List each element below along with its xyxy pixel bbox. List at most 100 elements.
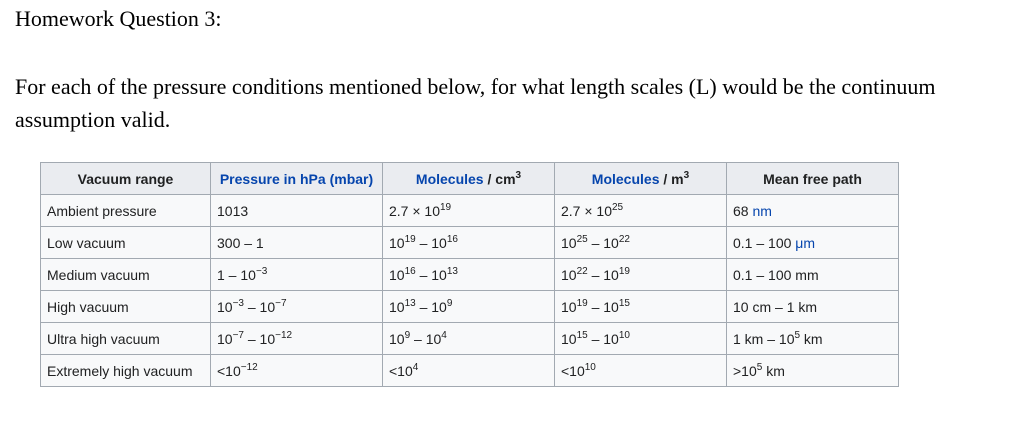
table-cell: >105 km xyxy=(726,354,899,387)
link-text[interactable]: nm xyxy=(752,202,772,219)
column-header: Pressure in hPa (mbar) xyxy=(210,162,383,195)
superscript: 25 xyxy=(576,233,588,245)
superscript: 19 xyxy=(404,233,416,245)
superscript: 9 xyxy=(446,297,453,309)
cell-text: 10 xyxy=(561,234,577,251)
superscript: −12 xyxy=(240,361,258,373)
question-text: For each of the pressure conditions ment… xyxy=(15,74,936,132)
superscript: 4 xyxy=(441,329,447,341)
table-row: Ambient pressure 1013 2.7 × 1019 2.7 × 1025… xyxy=(40,194,899,227)
superscript: 22 xyxy=(618,233,630,245)
table-cell: Medium vacuum xyxy=(40,258,211,291)
cell-text: <10 xyxy=(561,362,585,379)
superscript: 22 xyxy=(576,265,588,277)
table-cell: Low vacuum xyxy=(40,226,211,259)
cell-text: 10 xyxy=(389,234,405,251)
cell-text: 10 xyxy=(217,298,233,315)
superscript: 5 xyxy=(794,329,801,341)
cell-text: – 10 xyxy=(587,330,619,347)
cell-text: Low vacuum xyxy=(47,234,126,251)
cell-text: 10 xyxy=(389,298,405,315)
cell-text: – 10 xyxy=(415,234,447,251)
cell-text: – 10 xyxy=(415,266,447,283)
table-cell: <1010 xyxy=(554,354,727,387)
link-text[interactable]: μm xyxy=(795,234,816,251)
cell-text: 0.1 – 100 mm xyxy=(733,266,819,283)
table-cell: 109 – 104 xyxy=(382,322,555,355)
table-cell: 68 nm xyxy=(726,194,899,227)
table-cell: 1019 – 1016 xyxy=(382,226,555,259)
superscript: 19 xyxy=(440,201,452,213)
cell-text: – 10 xyxy=(587,266,619,283)
superscript: 15 xyxy=(618,297,630,309)
superscript: 13 xyxy=(404,297,416,309)
table-cell: 1 km – 105 km xyxy=(726,322,899,355)
table-cell: 10−3 – 10−7 xyxy=(210,290,383,323)
link-text[interactable]: hPa xyxy=(300,170,326,187)
homework-title: Homework Question 3: xyxy=(15,6,222,31)
cell-text: 1 – 10 xyxy=(217,266,256,283)
cell-text: 10 xyxy=(561,330,577,347)
column-header: Molecules / m3 xyxy=(554,162,727,195)
superscript: 3 xyxy=(683,169,690,181)
cell-text: / m xyxy=(659,170,684,187)
table-cell: <104 xyxy=(382,354,555,387)
table-cell: High vacuum xyxy=(40,290,211,323)
table-row: High vacuum 10−3 – 10−7 1013 – 109 1019 – 1… xyxy=(40,290,899,323)
link-text[interactable]: Molecules xyxy=(591,170,660,187)
cell-text: Mean free path xyxy=(763,170,862,187)
cell-text: 1013 xyxy=(217,202,249,219)
superscript: −3 xyxy=(232,297,244,309)
column-header: Molecules / cm3 xyxy=(382,162,555,195)
superscript: 19 xyxy=(576,297,588,309)
cell-text: 1 km – 10 xyxy=(733,330,795,347)
link-text[interactable]: Molecules xyxy=(415,170,484,187)
column-header: Mean free path xyxy=(726,162,899,195)
cell-text: 10 xyxy=(561,266,577,283)
superscript: −7 xyxy=(232,329,244,341)
cell-text: 10 xyxy=(561,298,577,315)
cell-text: km xyxy=(762,362,785,379)
cell-text: 10 cm – 1 km xyxy=(733,298,818,315)
table-row: Medium vacuum 1 – 10−3 1016 – 1013 1022 – 1… xyxy=(40,258,899,291)
superscript: 16 xyxy=(446,233,458,245)
cell-text: 10 xyxy=(389,330,405,347)
superscript: 9 xyxy=(404,329,411,341)
cell-text: 10 xyxy=(217,330,233,347)
vacuum-table: Vacuum range Pressure in hPa (mbar) Molecu… xyxy=(40,162,899,387)
table-cell: 10−7 – 10−12 xyxy=(210,322,383,355)
cell-text: km xyxy=(800,330,823,347)
table-cell: 1025 – 1022 xyxy=(554,226,727,259)
cell-text: 2.7 × 10 xyxy=(389,202,440,219)
table-cell: 2.7 × 1019 xyxy=(382,194,555,227)
cell-text: 68 xyxy=(733,202,753,219)
cell-text: <10 xyxy=(217,362,241,379)
table-row: Ultra high vacuum 10−7 – 10−12 109 – 104 10… xyxy=(40,322,899,355)
table-cell: 2.7 × 1025 xyxy=(554,194,727,227)
table-cell: Ambient pressure xyxy=(40,194,211,227)
cell-text: – 10 xyxy=(587,298,619,315)
header-row: Vacuum range Pressure in hPa (mbar) Molecu… xyxy=(40,162,899,195)
link-text[interactable]: Pressure in xyxy=(219,170,300,187)
superscript: 19 xyxy=(618,265,630,277)
cell-text: <10 xyxy=(389,362,413,379)
cell-text: 300 – 1 xyxy=(217,234,264,251)
table-row: Low vacuum 300 – 1 1019 – 1016 1025 – 1022 0… xyxy=(40,226,899,259)
cell-text: – 10 xyxy=(587,234,619,251)
cell-text: Vacuum range xyxy=(77,170,174,187)
superscript: 10 xyxy=(618,329,630,341)
table-cell: <10−12 xyxy=(210,354,383,387)
table-row: Extremely high vacuum <10−12 <104 <1010 >105… xyxy=(40,354,899,387)
superscript: −3 xyxy=(255,265,268,277)
table-cell: Extremely high vacuum xyxy=(40,354,211,387)
cell-text: Ambient pressure xyxy=(47,202,157,219)
cell-text: >10 xyxy=(733,362,757,379)
link-text[interactable]: (mbar) xyxy=(325,170,374,187)
cell-text: 10 xyxy=(389,266,405,283)
table-cell: 1022 – 1019 xyxy=(554,258,727,291)
cell-text: Medium vacuum xyxy=(47,266,150,283)
cell-text: – 10 xyxy=(410,330,442,347)
table-cell: 0.1 – 100 mm xyxy=(726,258,899,291)
table-cell: 1016 – 1013 xyxy=(382,258,555,291)
cell-text: / cm xyxy=(483,170,516,187)
